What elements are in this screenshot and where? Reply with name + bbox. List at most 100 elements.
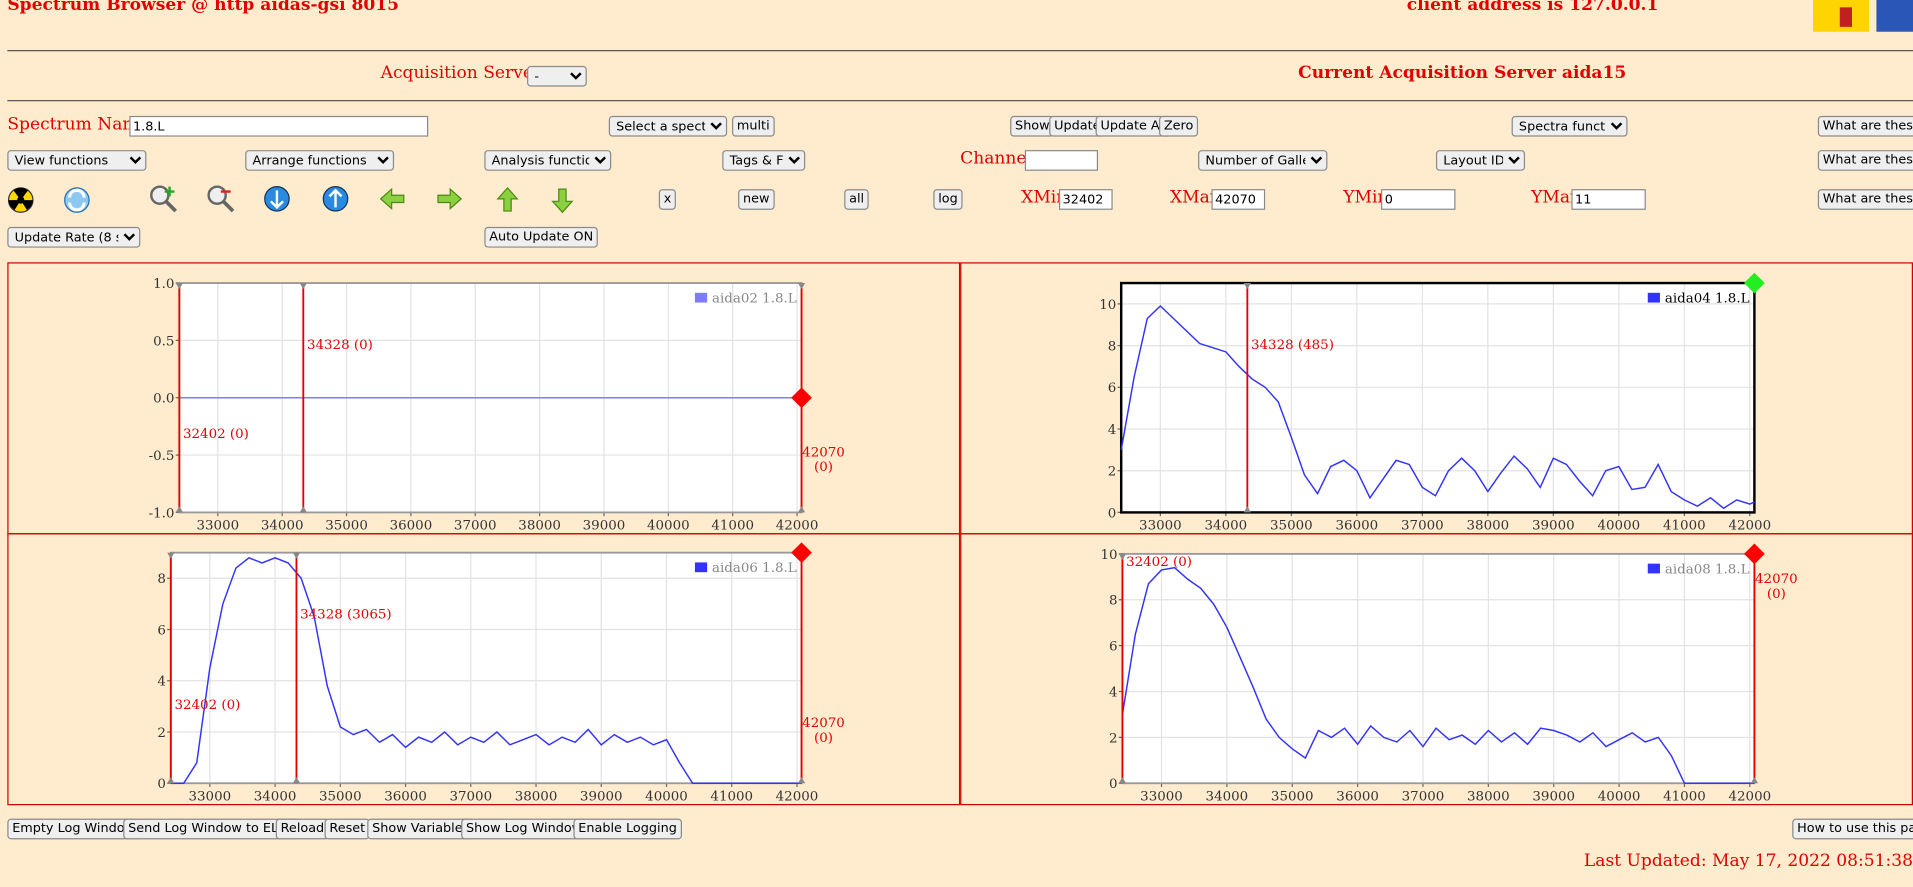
spectrum-input[interactable] — [129, 115, 429, 137]
log-button[interactable]: log — [933, 189, 963, 210]
channel-input[interactable] — [1024, 150, 1099, 171]
x-tick-label: 37000 — [449, 789, 492, 804]
new-button[interactable]: new — [738, 189, 775, 210]
help-button[interactable]: What are these? — [1817, 115, 1913, 137]
x-tick-label: 40000 — [647, 518, 690, 533]
footer-button[interactable]: Show Log Window — [461, 818, 588, 840]
channel-label: Channel: — [960, 148, 1038, 169]
x-tick-label: 42000 — [1728, 518, 1771, 533]
ymin-label: YMin — [1343, 187, 1389, 208]
all-button[interactable]: all — [844, 189, 870, 210]
x-tick-label: 34000 — [1205, 518, 1248, 533]
analysis-functions[interactable]: Analysis functions — [484, 150, 612, 171]
logo — [1876, 0, 1913, 32]
arrange-functions[interactable]: Arrange functions — [245, 150, 395, 171]
multi-button[interactable]: multi — [732, 115, 775, 137]
x-button[interactable]: x — [658, 189, 677, 210]
y-tick-label: 4 — [157, 675, 166, 690]
toolbar-icons — [7, 185, 574, 214]
y-tick-label: 8 — [1109, 594, 1118, 609]
plot-area — [1122, 553, 1755, 784]
y-tick-label: 6 — [157, 623, 166, 638]
xmin-label: XMin — [1021, 187, 1068, 208]
current-server: Current Acquisition Server aida15 — [1298, 63, 1627, 83]
cursor-label: (0) — [814, 731, 833, 746]
show-button[interactable]: Show — [1010, 115, 1055, 137]
cursor-label: 34328 (0) — [307, 338, 373, 353]
legend-label: aida04 1.8.L — [1665, 292, 1750, 307]
y-tick-label: 0.0 — [153, 392, 174, 407]
icon-expand-y[interactable] — [264, 186, 290, 212]
plot-frame — [1119, 281, 1756, 514]
x-tick-label: 35000 — [325, 518, 368, 533]
gallery-panel: 33000 34000 35000 36000 37000 38000 39000 40000… — [7, 533, 961, 806]
x-tick-label: 41000 — [1663, 789, 1706, 804]
spectra-functions[interactable]: Spectra functions — [1511, 115, 1628, 137]
tags-fits[interactable]: Tags & Fits — [722, 150, 806, 171]
update-rate[interactable]: Update Rate (8 secs) — [7, 226, 141, 248]
y-tick-label: 4 — [1108, 423, 1117, 438]
y-tick-label: -0.5 — [149, 449, 175, 464]
series-line — [170, 556, 802, 784]
x-tick-label: 36000 — [384, 789, 427, 804]
chart: 33000 34000 35000 36000 37000 38000 39000 40000… — [157, 542, 845, 804]
x-tick-label: 40000 — [645, 789, 688, 804]
servers-select[interactable]: - — [527, 65, 587, 87]
xmax-label: XMax — [1170, 187, 1220, 208]
x-tick-label: 41000 — [711, 518, 754, 533]
update-button[interactable]: Update — [1049, 115, 1106, 137]
plot-area — [170, 552, 802, 784]
series-line — [1121, 566, 1755, 784]
x-tick-label: 35000 — [319, 789, 362, 804]
y-tick-label: 2 — [157, 726, 166, 741]
icon-zoom-in[interactable] — [150, 185, 177, 213]
x-tick-label: 41000 — [710, 789, 753, 804]
galleries-select[interactable]: Number of Galleries — [1198, 150, 1328, 171]
footer-button[interactable]: Show Variables — [367, 818, 475, 840]
icon-zoom-out[interactable] — [207, 185, 235, 213]
footer-button[interactable]: Enable Logging — [573, 818, 682, 840]
logo-mark — [1839, 7, 1852, 27]
icon-shrink-y[interactable] — [322, 186, 349, 212]
footer-button[interactable]: Send Log Window to ELog — [123, 818, 299, 840]
layout-select[interactable]: Layout ID=4 — [1435, 150, 1526, 171]
footer-button[interactable]: Empty Log Window — [7, 818, 140, 840]
auto-update-button[interactable]: Auto Update ON — [484, 226, 599, 248]
x-tick-label: 37000 — [1402, 789, 1445, 804]
icon-down[interactable] — [551, 188, 574, 214]
y-tick-label: 0 — [157, 777, 166, 792]
footer-button[interactable]: Reset — [324, 818, 371, 840]
icon-up[interactable] — [496, 186, 519, 212]
x-tick-label: 38000 — [1467, 518, 1510, 533]
spectrum-select[interactable]: Select a spectrum — [608, 115, 728, 137]
x-tick-label: 33000 — [1140, 789, 1183, 804]
last-updated: Last Updated: May 17, 2022 08:51:38 — [1583, 851, 1913, 872]
y-tick-label: 0 — [1109, 777, 1118, 792]
zero-button[interactable]: Zero — [1159, 115, 1199, 137]
icon-left[interactable] — [379, 187, 405, 210]
icon-refresh[interactable] — [64, 187, 90, 213]
x-tick-label: 33000 — [197, 518, 240, 533]
cursor-label: 34328 (485) — [1251, 338, 1334, 353]
icon-right[interactable] — [437, 187, 463, 210]
series-line — [1120, 304, 1755, 510]
cursor-label: (0) — [814, 460, 833, 475]
chart: 33000 34000 35000 36000 37000 38000 39000 40000… — [1100, 543, 1798, 804]
xmin-input[interactable] — [1058, 189, 1113, 210]
chart: 33000 34000 35000 36000 37000 38000 39000 40000… — [1099, 272, 1771, 533]
view-functions[interactable]: View functions — [7, 150, 147, 171]
footer-button[interactable]: Reload — [275, 818, 330, 840]
help-button[interactable]: What are these? — [1817, 189, 1913, 210]
ymax-input[interactable] — [1571, 189, 1646, 210]
x-tick-label: 37000 — [454, 518, 497, 533]
x-tick-label: 38000 — [1467, 789, 1510, 804]
ymin-input[interactable] — [1381, 189, 1456, 210]
update-all-button[interactable]: Update All — [1095, 115, 1172, 137]
xmax-input[interactable] — [1211, 189, 1266, 210]
icon-radiation[interactable] — [7, 187, 34, 213]
help-button[interactable]: What are these? — [1817, 150, 1913, 171]
how-to-button[interactable]: How to use this page — [1792, 818, 1913, 840]
gallery-panel: 33000 34000 35000 36000 37000 38000 39000 40000… — [960, 262, 1913, 535]
x-tick-label: 42000 — [776, 789, 819, 804]
x-tick-label: 42000 — [776, 518, 819, 533]
